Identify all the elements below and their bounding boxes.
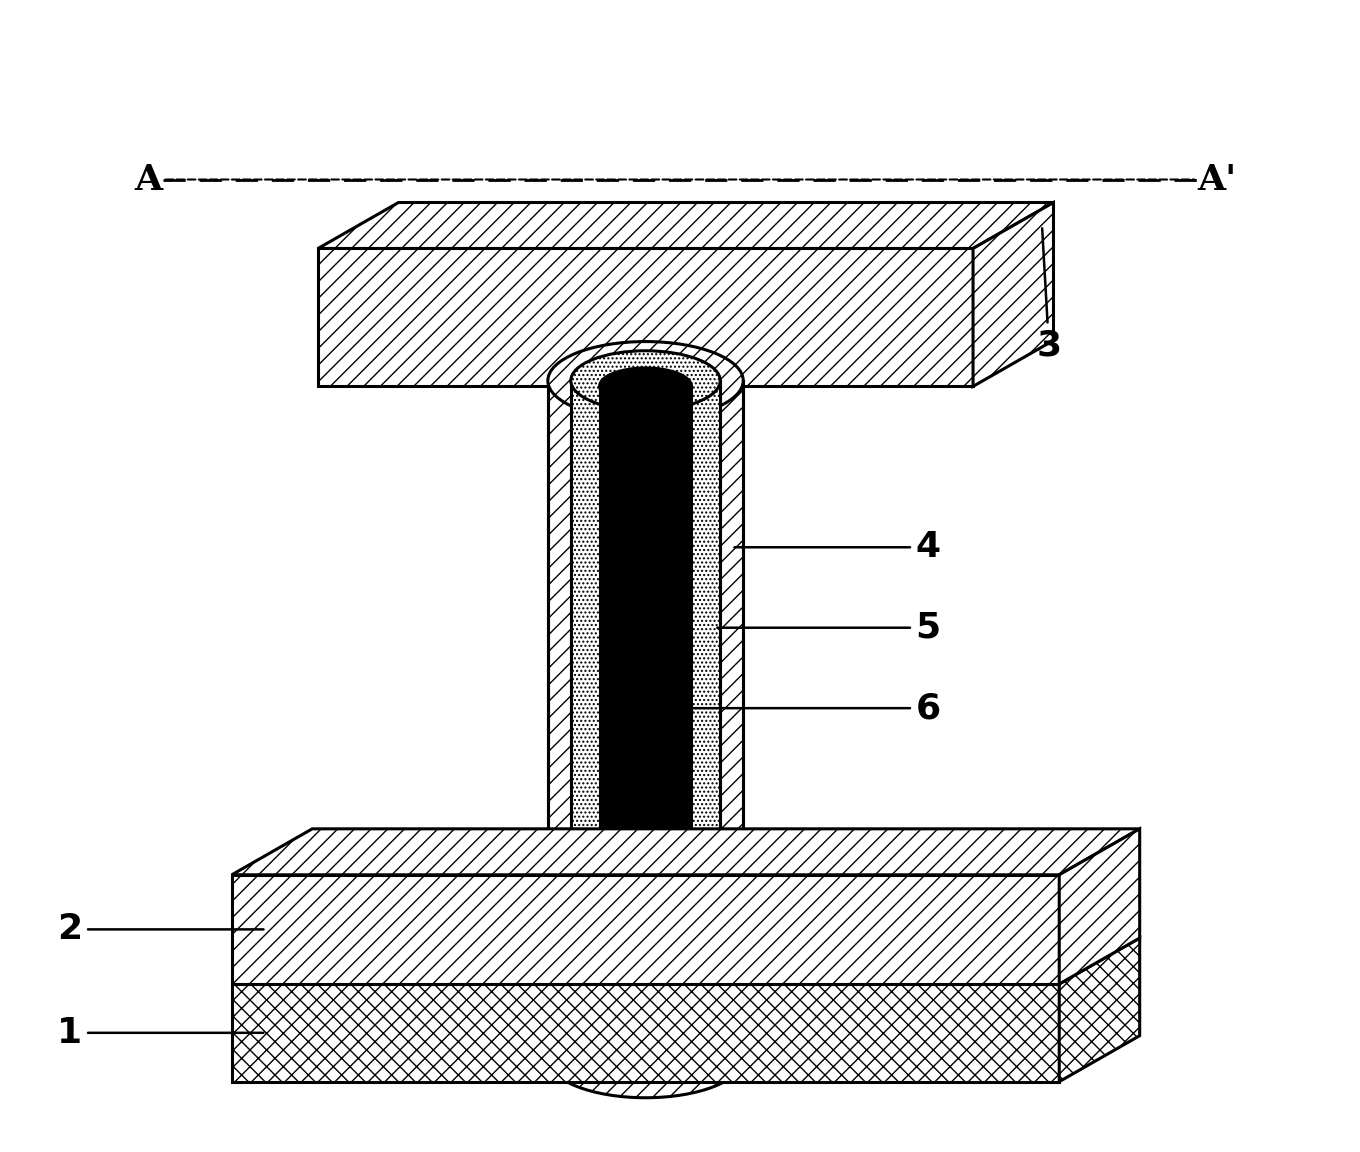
Ellipse shape [600, 367, 691, 404]
Ellipse shape [548, 341, 743, 419]
Ellipse shape [548, 1020, 743, 1098]
Polygon shape [1059, 828, 1140, 984]
Polygon shape [318, 203, 1054, 249]
Text: 4: 4 [734, 530, 941, 564]
Text: 3: 3 [1036, 228, 1061, 362]
Polygon shape [972, 203, 1054, 386]
Polygon shape [231, 984, 1059, 1082]
Ellipse shape [571, 350, 721, 410]
Text: A: A [135, 162, 163, 197]
Polygon shape [318, 249, 972, 386]
Polygon shape [548, 380, 743, 1059]
Polygon shape [1059, 938, 1140, 1082]
Polygon shape [231, 874, 1059, 984]
Text: 2: 2 [57, 912, 264, 947]
Ellipse shape [571, 1017, 721, 1077]
Text: 5: 5 [717, 611, 941, 645]
Polygon shape [231, 938, 1140, 984]
Polygon shape [571, 380, 721, 1047]
Text: 1: 1 [57, 1016, 264, 1049]
Text: A': A' [1197, 162, 1236, 197]
Polygon shape [231, 828, 1140, 874]
Polygon shape [600, 386, 691, 1047]
Text: 6: 6 [688, 691, 941, 725]
